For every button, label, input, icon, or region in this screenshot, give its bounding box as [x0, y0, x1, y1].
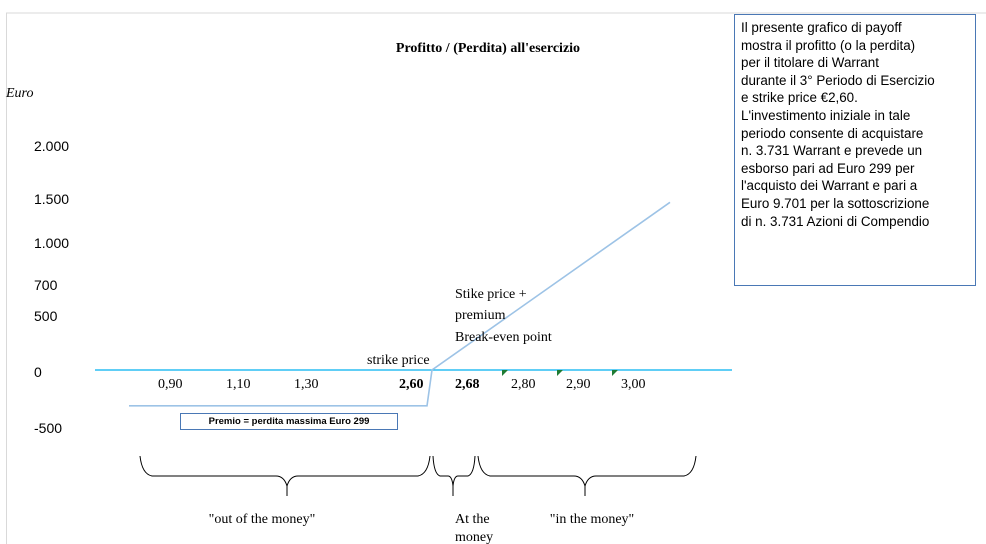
x-tick-label: 1,30	[294, 377, 319, 392]
x-tick-label: 2,60	[399, 377, 424, 392]
y-tick-label: 500	[34, 308, 58, 324]
x-tick-label: 2,68	[455, 377, 480, 392]
info-text-line: di n. 3.731 Azioni di Compendio	[741, 213, 930, 229]
brace-at-the-money	[432, 455, 476, 496]
info-text-line: l'acquisto dei Warrant e pari a	[741, 178, 918, 194]
premium-max-loss-box: Premio = perdita massima Euro 299	[180, 413, 398, 430]
info-text-line: e strike price €2,60.	[741, 90, 858, 106]
info-text-line: mostra il profitto (o la perdita)	[741, 37, 916, 53]
error-indicator-marker	[557, 370, 563, 376]
in-the-money-label: "in the money"	[550, 512, 635, 527]
info-text-line: L'investimento iniziale in tale	[741, 107, 911, 123]
y-tick-label: 700	[34, 277, 58, 293]
x-tick-label: 2,80	[511, 377, 536, 392]
y-axis-label: Euro	[5, 86, 33, 101]
info-text-line: periodo consente di acquistare	[741, 125, 924, 141]
strike-price-label: strike price	[367, 353, 430, 368]
y-tick-label: 1.000	[34, 235, 69, 251]
info-text-line: Euro 9.701 per la sottoscrizione	[741, 195, 930, 211]
y-tick-label: -500	[34, 420, 62, 436]
payoff-line	[129, 201, 671, 407]
at-the-money-label-line-2: money	[455, 530, 493, 544]
info-text-line: n. 3.731 Warrant e prevede un	[741, 143, 923, 159]
x-tick-label: 3,00	[621, 377, 646, 392]
brace-out-of-the-money	[139, 455, 431, 496]
y-tick-label: 0	[34, 364, 42, 380]
info-text-line: per il titolare di Warrant	[741, 55, 879, 71]
y-tick-label: 1.500	[34, 191, 69, 207]
x-tick-label: 1,10	[226, 377, 251, 392]
brace-in-the-money	[477, 455, 697, 496]
info-text-line: esborso pari ad Euro 299 per	[741, 160, 915, 176]
out-of-the-money-label: "out of the money"	[209, 512, 316, 527]
y-tick-label: 2.000	[34, 138, 69, 154]
error-indicator-marker	[612, 370, 618, 376]
error-indicator-marker	[502, 370, 508, 376]
breakeven-label-line-1: Stike price +	[455, 287, 527, 302]
breakeven-label-line-2: premium	[455, 308, 506, 323]
at-the-money-label-line-1: At the	[455, 512, 490, 527]
info-textbox: Il presente grafico di payoff mostra il p…	[734, 14, 976, 286]
info-text-line: Il presente grafico di payoff	[741, 20, 902, 35]
info-text-line: durante il 3° Periodo di Esercizio	[741, 72, 935, 88]
x-tick-label: 2,90	[566, 377, 591, 392]
breakeven-label-line-3: Break-even point	[455, 330, 552, 345]
x-tick-label: 0,90	[158, 377, 183, 392]
chart-title: Profitto / (Perdita) all'esercizio	[396, 41, 580, 56]
